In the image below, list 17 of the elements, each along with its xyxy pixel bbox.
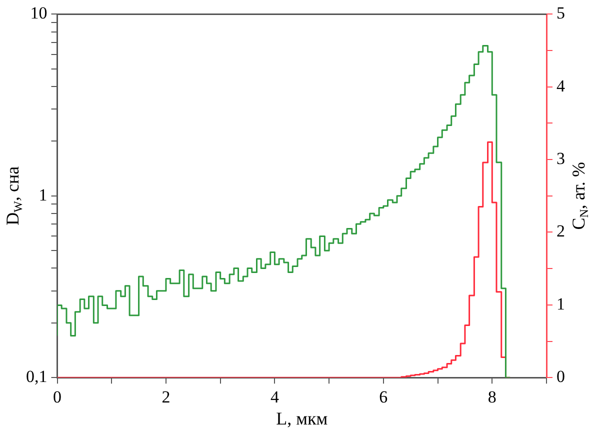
- x-tick-label: 2: [162, 387, 170, 406]
- x-tick-label: 0: [53, 387, 62, 406]
- y2-tick-label: 1: [556, 294, 565, 314]
- x-axis-title: L, мкм: [276, 408, 328, 429]
- y-tick-label: 1: [38, 185, 48, 204]
- x-tick-label: 8: [488, 387, 496, 406]
- y2-tick-label: 0: [556, 367, 565, 386]
- y2-tick-label: 2: [556, 222, 565, 241]
- y2-tick-label: 4: [556, 76, 566, 96]
- y2-tick-label: 5: [556, 4, 565, 23]
- x-tick-label: 4: [270, 387, 280, 406]
- y-tick-label: 10: [30, 4, 48, 23]
- y2-axis-title: CN, ат. %: [568, 162, 592, 230]
- y-axis-title: DW, сна: [2, 166, 26, 226]
- y-tick-label: 0,1: [26, 367, 48, 386]
- y2-tick-label: 3: [556, 149, 565, 168]
- x-tick-label: 6: [379, 387, 388, 406]
